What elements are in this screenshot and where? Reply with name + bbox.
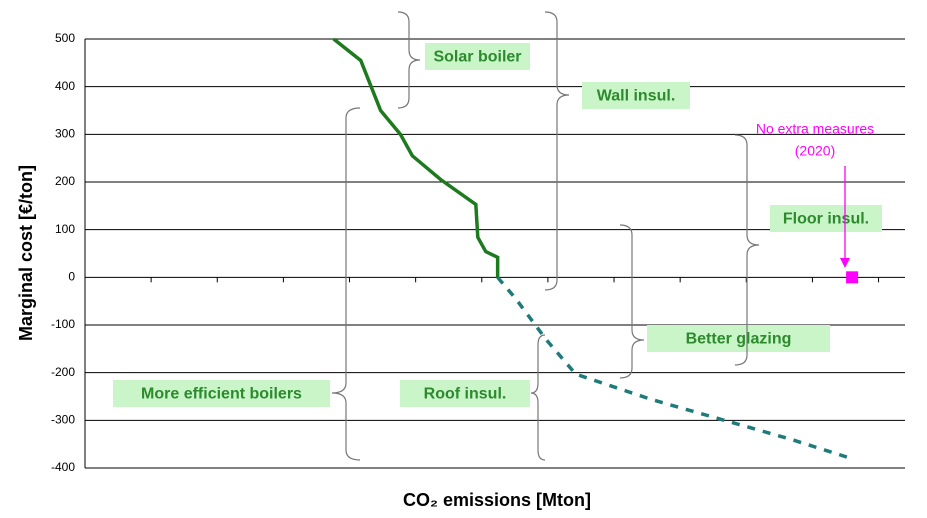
annotation-box (425, 43, 530, 70)
y-tick-label: -200 (51, 365, 75, 379)
reference-note: No extra measures (756, 121, 874, 137)
y-tick-label: 300 (55, 127, 75, 141)
annotation: Floor insul. (783, 211, 869, 228)
y-tick-label: -400 (51, 460, 75, 474)
brace (619, 224, 645, 379)
brace (544, 11, 570, 291)
line-series (332, 37, 500, 278)
y-tick-label: 500 (55, 31, 75, 45)
y-tick-label: 0 (68, 270, 75, 284)
annotation-box (770, 205, 882, 232)
y-tick-label: 200 (55, 174, 75, 188)
annotation-box (400, 380, 530, 407)
annotation-box (582, 82, 690, 109)
brace (734, 134, 760, 366)
annotation: Wall insul. (597, 88, 676, 105)
annotation: Roof insul. (424, 386, 507, 403)
line-series (496, 276, 848, 459)
annotation-box (647, 325, 830, 352)
y-tick-label: -300 (51, 413, 75, 427)
brace (397, 11, 421, 109)
annotation: Solar boiler (433, 49, 521, 66)
brace (331, 107, 361, 461)
brace (530, 334, 546, 461)
reference-note: (2020) (795, 143, 835, 159)
annotation-box (113, 380, 330, 407)
y-axis-label: Marginal cost [€/ton] (16, 165, 36, 341)
y-tick-label: -100 (51, 317, 75, 331)
y-tick-label: 100 (55, 222, 75, 236)
arrow-head (840, 258, 850, 268)
x-axis-label: CO₂ emissions [Mton] (403, 490, 591, 510)
annotation: Better glazing (686, 331, 792, 348)
marker (846, 271, 859, 284)
annotation: More efficient boilers (141, 386, 302, 403)
y-tick-label: 400 (55, 79, 75, 93)
